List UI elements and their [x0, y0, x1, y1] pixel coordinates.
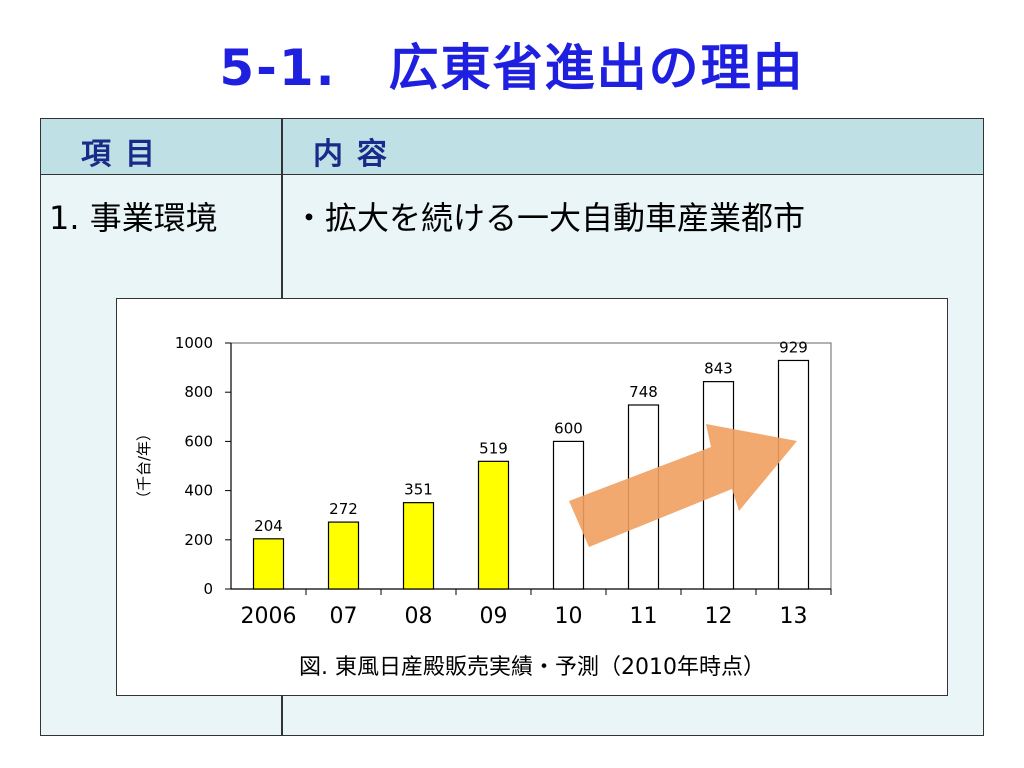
- x-tick-label: 08: [405, 604, 433, 629]
- y-tick-label: 800: [184, 383, 213, 401]
- bar: [477, 460, 510, 590]
- trend-arrow: [569, 424, 797, 547]
- y-tick-label: 600: [184, 432, 213, 450]
- data-label: 748: [629, 383, 658, 401]
- x-tick-label: 12: [705, 604, 733, 629]
- y-tick-label: 400: [184, 482, 213, 500]
- x-tick-label: 11: [630, 604, 658, 629]
- data-label: 600: [554, 419, 583, 437]
- x-tick-label: 2006: [241, 604, 297, 629]
- bar: [402, 502, 435, 590]
- data-label: 843: [704, 360, 733, 378]
- slide-title: 5-1. 広東省進出の理由: [219, 39, 805, 97]
- row-content-text: ・拡大を続ける一大自動車産業都市: [293, 199, 806, 237]
- x-tick-label: 09: [480, 604, 508, 629]
- x-tick-label: 13: [780, 604, 808, 629]
- data-label: 351: [404, 481, 433, 499]
- data-label: 204: [254, 517, 283, 535]
- data-label: 929: [779, 338, 808, 356]
- header-content: 内容: [313, 137, 401, 172]
- header-item: 項目: [81, 137, 169, 172]
- bar: [327, 521, 360, 590]
- bar-chart: 0 200 400 600 800 1000 （千台/年） 204 2006 272 07 351 08…: [135, 334, 832, 629]
- y-tick-label: 1000: [175, 334, 213, 352]
- x-tick-label: 10: [555, 604, 583, 629]
- row-item-label: 1. 事業環境: [49, 199, 218, 237]
- y-tick-label: 0: [203, 580, 213, 598]
- data-label: 272: [329, 500, 358, 518]
- chart-caption: 図. 東風日産殿販売実績・予測（2010年時点）: [299, 655, 765, 680]
- y-axis-label: （千台/年）: [135, 426, 153, 506]
- bar: [252, 538, 285, 590]
- table-header: 項目 内容: [41, 119, 983, 175]
- x-tick-label: 07: [330, 604, 358, 629]
- y-tick-label: 200: [184, 531, 213, 549]
- bar: [777, 359, 810, 590]
- chart-panel: 0 200 400 600 800 1000 （千台/年） 204 2006 272 07 351 08…: [116, 298, 948, 696]
- data-label: 519: [479, 439, 508, 457]
